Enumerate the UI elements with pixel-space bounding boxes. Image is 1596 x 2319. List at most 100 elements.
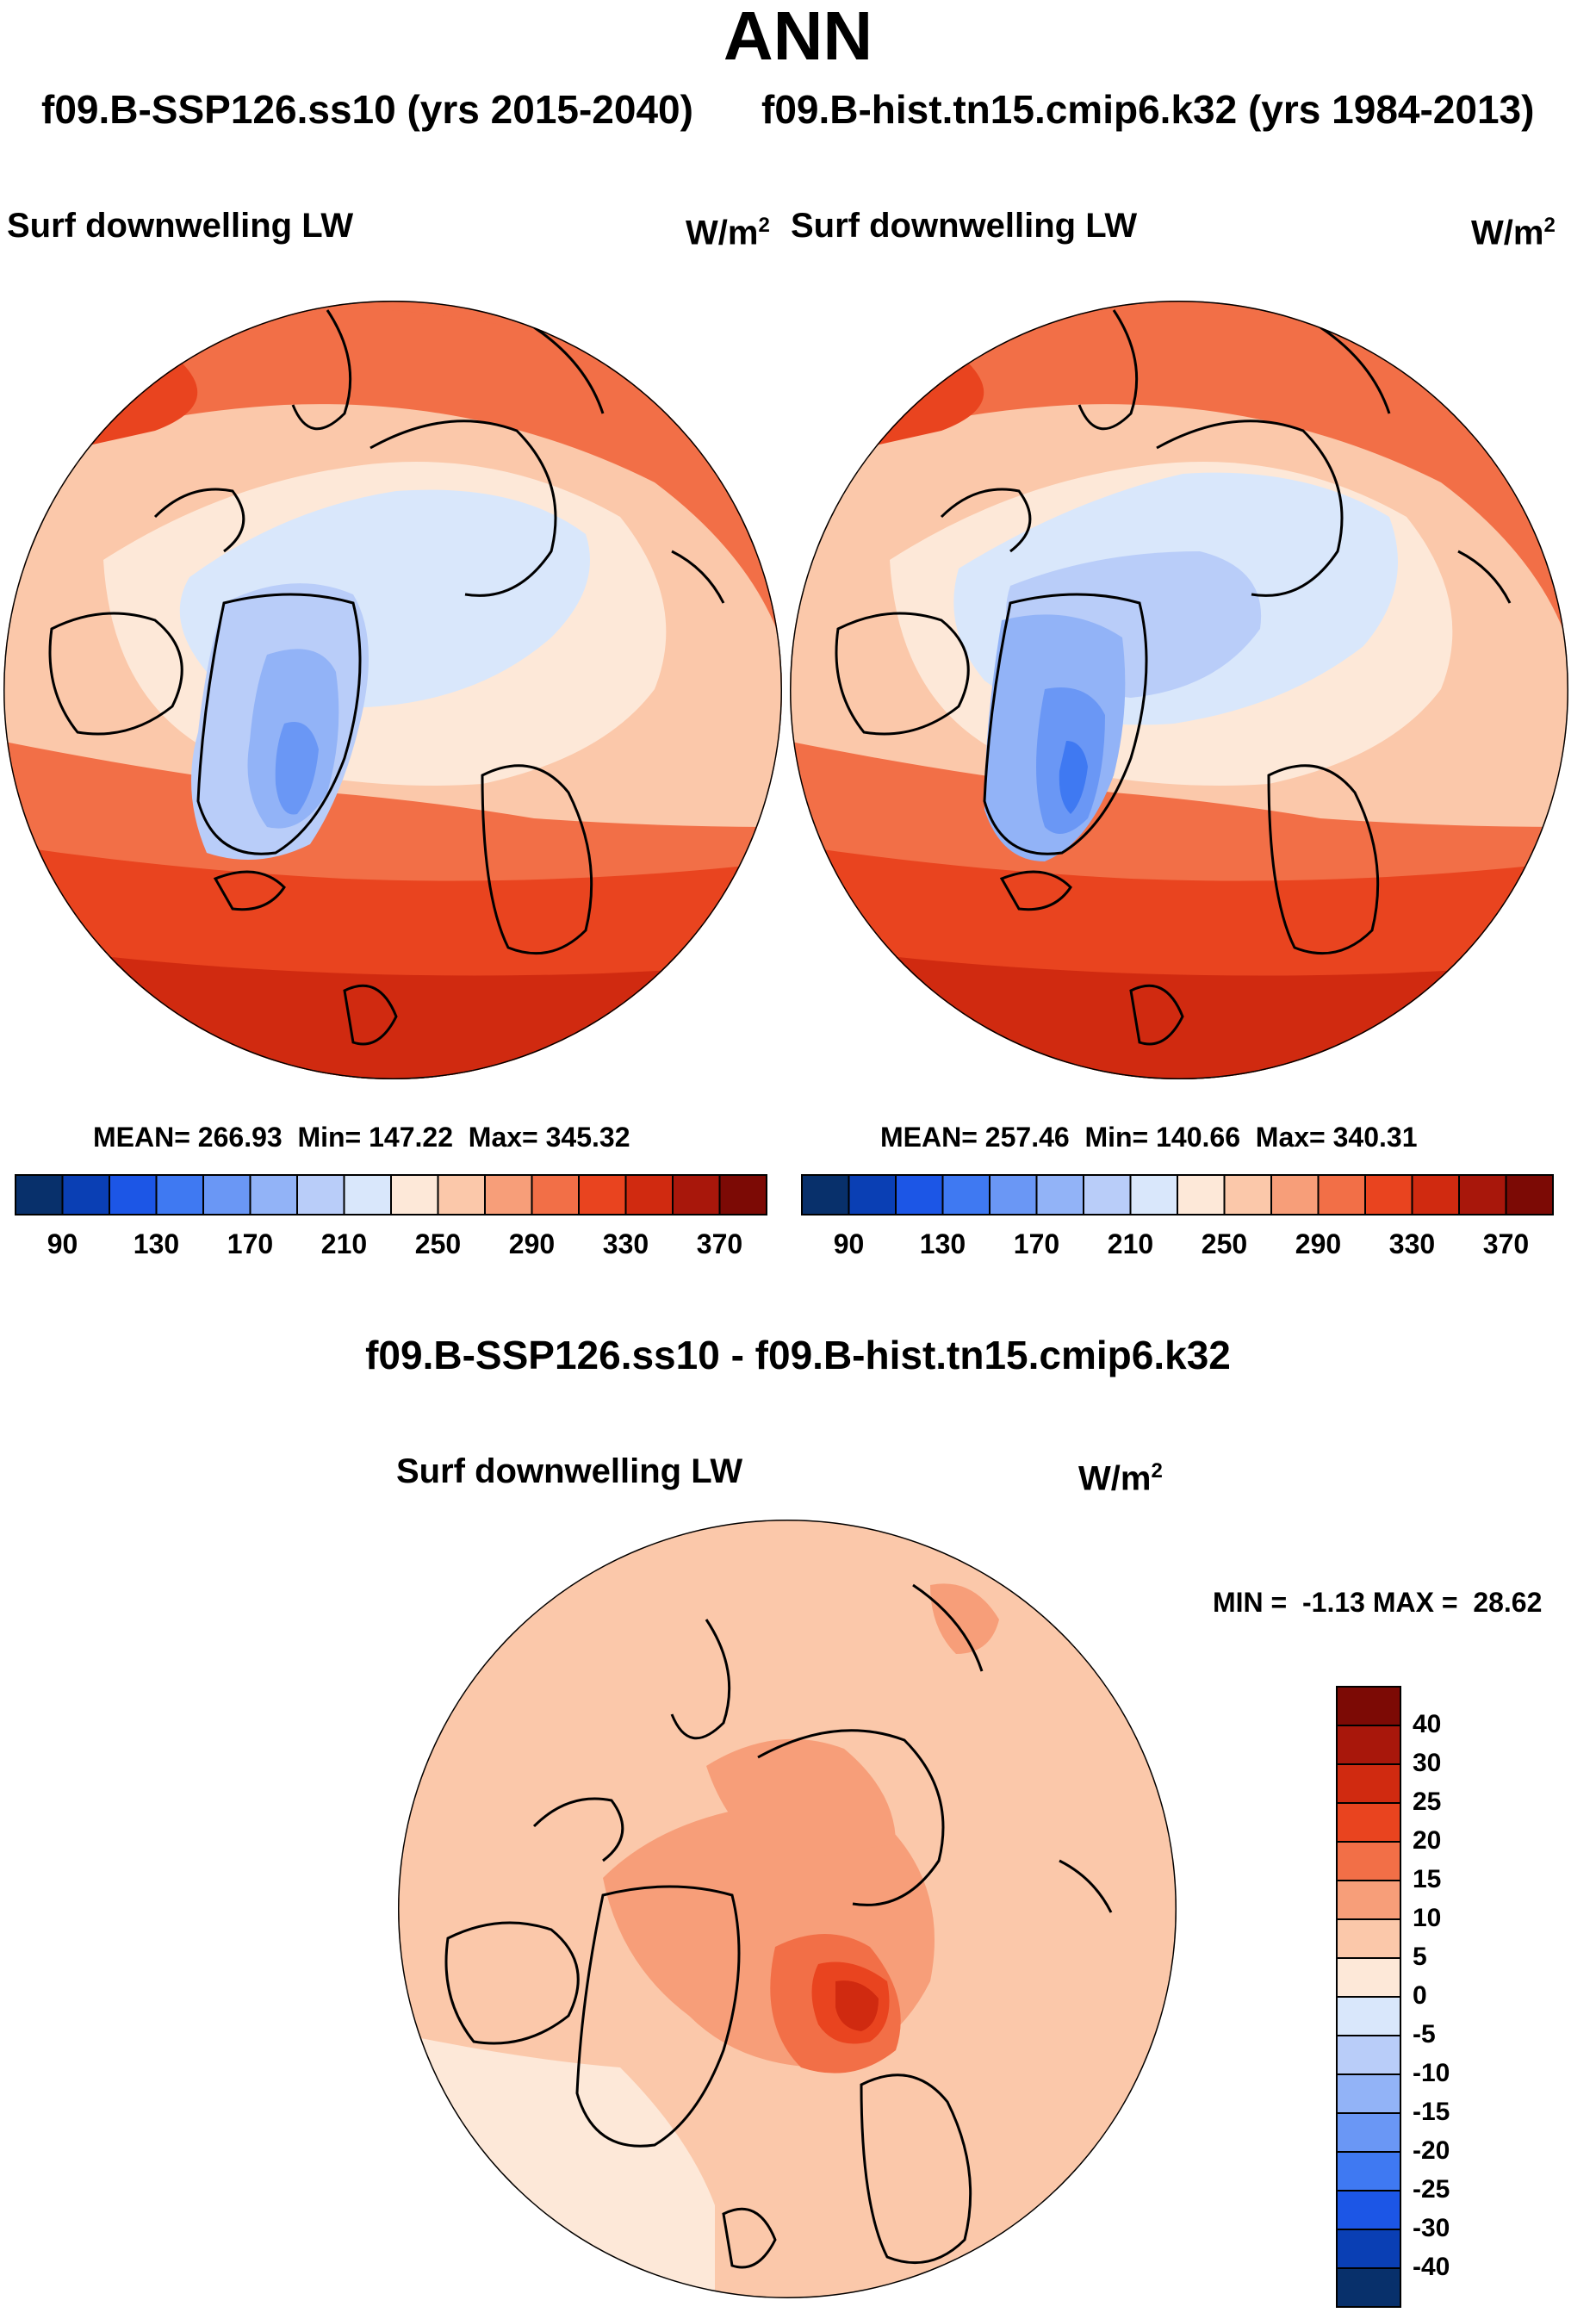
colorbar-tick-label: 210: [1107, 1228, 1154, 1259]
panel-left-units-base: W/m: [686, 214, 759, 252]
panel-right-units: W/m2: [1471, 214, 1556, 252]
colorbar-right: [801, 1174, 1554, 1215]
colorbar-swatch: [1336, 1686, 1401, 1726]
colorbar-swatch: [15, 1174, 64, 1215]
diff-var-label: Surf downwelling LW: [396, 1452, 743, 1490]
colorbar-swatch: [1336, 2190, 1401, 2230]
colorbar-swatch: [1336, 2229, 1401, 2269]
colorbar-swatch: [1177, 1174, 1226, 1215]
subtitle-left: f09.B-SSP126.ss10 (yrs 2015-2040): [41, 87, 693, 132]
colorbar-swatch: [624, 1174, 674, 1215]
colorbar-tick-label: 20: [1413, 1826, 1442, 1855]
colorbar-swatch: [1035, 1174, 1084, 1215]
colorbar-swatch: [437, 1174, 486, 1215]
colorbar-tick-label: 330: [1388, 1228, 1436, 1259]
colorbar-tick-label: -25: [1413, 2175, 1450, 2204]
panel-right-var-label: Surf downwelling LW: [791, 207, 1138, 245]
colorbar-swatch: [1223, 1174, 1272, 1215]
diff-minmax: MIN = -1.13 MAX = 28.62: [1213, 1587, 1543, 1618]
colorbar-swatch: [1336, 1763, 1401, 1804]
colorbar-swatch: [989, 1174, 1038, 1215]
page-title: ANN: [723, 0, 873, 74]
left-max-label: Max=: [468, 1122, 538, 1153]
colorbar-tick-label: -30: [1413, 2214, 1450, 2242]
colorbar-swatch: [1336, 2112, 1401, 2153]
colorbar-tick-label: 40: [1413, 1710, 1442, 1738]
right-max-label: Max=: [1255, 1122, 1326, 1153]
colorbar-tick-label: 330: [602, 1228, 649, 1259]
colorbar-swatch: [1336, 1802, 1401, 1843]
right-mean-value: 257.46: [984, 1122, 1070, 1153]
colorbar-swatch: [531, 1174, 580, 1215]
diff-units: W/m2: [1078, 1459, 1163, 1498]
left-max-value: 345.32: [545, 1122, 630, 1153]
right-mean-label: MEAN=: [880, 1122, 978, 1153]
colorbar-diff: [1336, 1686, 1401, 2308]
colorbar-swatch: [1336, 1918, 1401, 1959]
colorbar-tick-label: 210: [320, 1228, 368, 1259]
colorbar-tick-label: -40: [1413, 2253, 1450, 2281]
colorbar-tick-label: 10: [1413, 1904, 1442, 1932]
colorbar-swatch: [1336, 2073, 1401, 2114]
left-mean-value: 266.93: [197, 1122, 283, 1153]
diff-units-base: W/m: [1078, 1459, 1152, 1498]
colorbar-swatch: [895, 1174, 944, 1215]
colorbar-swatch: [941, 1174, 991, 1215]
colorbar-diff-ticks: 40 30 25 20 15 10 5 0 -5 -10 -15 -20 -25 -30 -40: [1413, 1688, 1516, 2309]
colorbar-tick-label: 250: [1201, 1228, 1248, 1259]
colorbar-left: [15, 1174, 767, 1215]
colorbar-tick-label: 0: [1413, 1981, 1427, 2010]
colorbar-swatch: [848, 1174, 897, 1215]
colorbar-swatch: [61, 1174, 110, 1215]
left-min-label: Min=: [297, 1122, 362, 1153]
map-left: [3, 301, 782, 1079]
colorbar-tick-label: 170: [1013, 1228, 1060, 1259]
colorbar-tick-label: 130: [919, 1228, 966, 1259]
colorbar-swatch: [109, 1174, 158, 1215]
right-min-label: Min=: [1084, 1122, 1149, 1153]
colorbar-swatch: [249, 1174, 298, 1215]
colorbar-tick-label: -5: [1413, 2020, 1436, 2049]
colorbar-swatch: [1317, 1174, 1366, 1215]
colorbar-tick-label: -15: [1413, 2098, 1450, 2126]
diff-title: f09.B-SSP126.ss10 - f09.B-hist.tn15.cmip…: [365, 1333, 1231, 1377]
colorbar-swatch: [296, 1174, 345, 1215]
colorbar-right-ticks: 90 130 170 210 250 290 330 370: [0, 1228, 1596, 1263]
colorbar-swatch: [484, 1174, 533, 1215]
subtitle-right: f09.B-hist.tn15.cmip6.k32 (yrs 1984-2013…: [761, 87, 1535, 132]
left-min-value: 147.22: [369, 1122, 453, 1153]
colorbar-swatch: [578, 1174, 627, 1215]
colorbar-tick-label: 290: [1295, 1228, 1342, 1259]
colorbar-swatch: [718, 1174, 767, 1215]
panel-left-units-exp: 2: [758, 214, 770, 237]
colorbar-swatch: [1336, 1957, 1401, 1998]
right-min-value: 140.66: [1156, 1122, 1240, 1153]
colorbar-swatch: [672, 1174, 721, 1215]
colorbar-swatch: [1336, 2267, 1401, 2308]
colorbar-swatch: [390, 1174, 439, 1215]
colorbar-left-ticks: 90 130 170 210 250 290 330 370: [0, 1228, 1596, 1263]
colorbar-swatch: [1505, 1174, 1554, 1215]
colorbar-swatch: [1364, 1174, 1413, 1215]
panel-left-stats: MEAN= 266.93 Min= 147.22 Max= 345.32: [93, 1122, 630, 1153]
colorbar-tick-label: 5: [1413, 1943, 1427, 1971]
colorbar-tick-label: 290: [508, 1228, 556, 1259]
colorbar-swatch: [1336, 1880, 1401, 1920]
colorbar-tick-label: 30: [1413, 1749, 1442, 1777]
colorbar-tick-label: 250: [414, 1228, 462, 1259]
colorbar-swatch: [1129, 1174, 1178, 1215]
diff-units-exp: 2: [1151, 1459, 1163, 1483]
colorbar-tick-label: 90: [833, 1228, 865, 1259]
colorbar-tick-label: 370: [1482, 1228, 1530, 1259]
colorbar-tick-label: 130: [133, 1228, 180, 1259]
colorbar-swatch: [1270, 1174, 1320, 1215]
colorbar-swatch: [1336, 1841, 1401, 1881]
colorbar-swatch: [801, 1174, 850, 1215]
colorbar-tick-label: -20: [1413, 2136, 1450, 2165]
colorbar-tick-label: 25: [1413, 1787, 1442, 1816]
colorbar-swatch: [1336, 1725, 1401, 1765]
colorbar-tick-label: 370: [696, 1228, 743, 1259]
colorbar-swatch: [343, 1174, 392, 1215]
map-diff: [398, 1520, 1177, 2298]
colorbar-tick-label: 15: [1413, 1865, 1442, 1893]
